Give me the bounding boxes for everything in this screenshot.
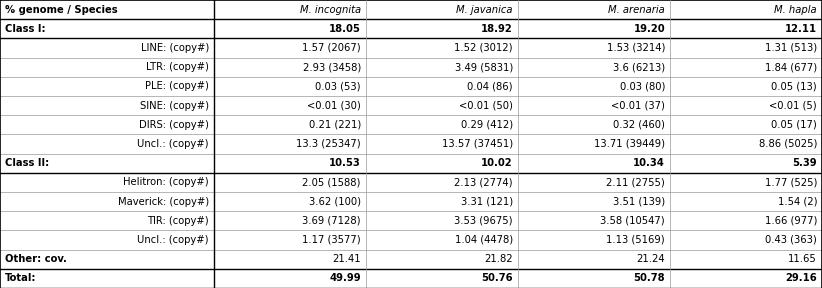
- Text: M. incognita: M. incognita: [300, 5, 361, 15]
- Text: M. arenaria: M. arenaria: [608, 5, 665, 15]
- Text: 0.29 (412): 0.29 (412): [461, 120, 513, 130]
- Text: DIRS: (copy#): DIRS: (copy#): [139, 120, 209, 130]
- Text: 3.58 (10547): 3.58 (10547): [600, 216, 665, 226]
- Text: 0.21 (221): 0.21 (221): [308, 120, 361, 130]
- Text: 3.62 (100): 3.62 (100): [309, 197, 361, 206]
- Text: 1.17 (3577): 1.17 (3577): [302, 235, 361, 245]
- Text: 2.93 (3458): 2.93 (3458): [302, 62, 361, 72]
- Text: 13.3 (25347): 13.3 (25347): [296, 139, 361, 149]
- Text: 2.11 (2755): 2.11 (2755): [607, 177, 665, 187]
- Text: 3.69 (7128): 3.69 (7128): [302, 216, 361, 226]
- Text: 3.49 (5831): 3.49 (5831): [455, 62, 513, 72]
- Text: 12.11: 12.11: [785, 24, 817, 34]
- Text: LTR: (copy#): LTR: (copy#): [146, 62, 209, 72]
- Text: 0.03 (53): 0.03 (53): [316, 82, 361, 91]
- Text: <0.01 (37): <0.01 (37): [611, 101, 665, 111]
- Text: 1.04 (4478): 1.04 (4478): [455, 235, 513, 245]
- Text: Class I:: Class I:: [5, 24, 45, 34]
- Text: 29.16: 29.16: [785, 273, 817, 283]
- Text: 3.53 (9675): 3.53 (9675): [455, 216, 513, 226]
- Text: 49.99: 49.99: [330, 273, 361, 283]
- Text: <0.01 (5): <0.01 (5): [769, 101, 817, 111]
- Text: Uncl.: (copy#): Uncl.: (copy#): [137, 235, 209, 245]
- Text: 5.39: 5.39: [792, 158, 817, 168]
- Text: 2.13 (2774): 2.13 (2774): [455, 177, 513, 187]
- Text: M. javanica: M. javanica: [456, 5, 513, 15]
- Text: Maverick: (copy#): Maverick: (copy#): [118, 197, 209, 206]
- Text: PLE: (copy#): PLE: (copy#): [145, 82, 209, 91]
- Text: 13.57 (37451): 13.57 (37451): [441, 139, 513, 149]
- Text: Helitron: (copy#): Helitron: (copy#): [123, 177, 209, 187]
- Text: 50.78: 50.78: [634, 273, 665, 283]
- Text: 18.05: 18.05: [329, 24, 361, 34]
- Text: LINE: (copy#): LINE: (copy#): [141, 43, 209, 53]
- Text: 1.31 (513): 1.31 (513): [765, 43, 817, 53]
- Text: <0.01 (30): <0.01 (30): [307, 101, 361, 111]
- Text: 1.13 (5169): 1.13 (5169): [607, 235, 665, 245]
- Text: M. hapla: M. hapla: [774, 5, 817, 15]
- Text: 0.03 (80): 0.03 (80): [620, 82, 665, 91]
- Text: 8.86 (5025): 8.86 (5025): [759, 139, 817, 149]
- Text: Uncl.: (copy#): Uncl.: (copy#): [137, 139, 209, 149]
- Text: 1.53 (3214): 1.53 (3214): [607, 43, 665, 53]
- Text: 50.76: 50.76: [482, 273, 513, 283]
- Text: 1.77 (525): 1.77 (525): [764, 177, 817, 187]
- Text: 2.05 (1588): 2.05 (1588): [302, 177, 361, 187]
- Text: 3.51 (139): 3.51 (139): [613, 197, 665, 206]
- Text: 10.02: 10.02: [482, 158, 513, 168]
- Text: % genome / Species: % genome / Species: [5, 5, 118, 15]
- Text: 21.82: 21.82: [484, 254, 513, 264]
- Text: 1.54 (2): 1.54 (2): [778, 197, 817, 206]
- Text: Other: cov.: Other: cov.: [5, 254, 67, 264]
- Text: 10.34: 10.34: [633, 158, 665, 168]
- Text: Class II:: Class II:: [5, 158, 49, 168]
- Text: 13.71 (39449): 13.71 (39449): [594, 139, 665, 149]
- Text: TIR: (copy#): TIR: (copy#): [147, 216, 209, 226]
- Text: 10.53: 10.53: [329, 158, 361, 168]
- Text: 3.31 (121): 3.31 (121): [461, 197, 513, 206]
- Text: 0.32 (460): 0.32 (460): [613, 120, 665, 130]
- Text: Total:: Total:: [5, 273, 36, 283]
- Text: 0.05 (17): 0.05 (17): [771, 120, 817, 130]
- Text: 1.66 (977): 1.66 (977): [764, 216, 817, 226]
- Text: 3.6 (6213): 3.6 (6213): [613, 62, 665, 72]
- Text: 0.04 (86): 0.04 (86): [468, 82, 513, 91]
- Text: 11.65: 11.65: [788, 254, 817, 264]
- Text: 0.05 (13): 0.05 (13): [771, 82, 817, 91]
- Text: 0.43 (363): 0.43 (363): [765, 235, 817, 245]
- Text: 18.92: 18.92: [481, 24, 513, 34]
- Text: SINE: (copy#): SINE: (copy#): [140, 101, 209, 111]
- Text: <0.01 (50): <0.01 (50): [459, 101, 513, 111]
- Text: 1.57 (2067): 1.57 (2067): [302, 43, 361, 53]
- Text: 1.52 (3012): 1.52 (3012): [455, 43, 513, 53]
- Text: 21.41: 21.41: [332, 254, 361, 264]
- Text: 21.24: 21.24: [636, 254, 665, 264]
- Text: 1.84 (677): 1.84 (677): [765, 62, 817, 72]
- Text: 19.20: 19.20: [634, 24, 665, 34]
